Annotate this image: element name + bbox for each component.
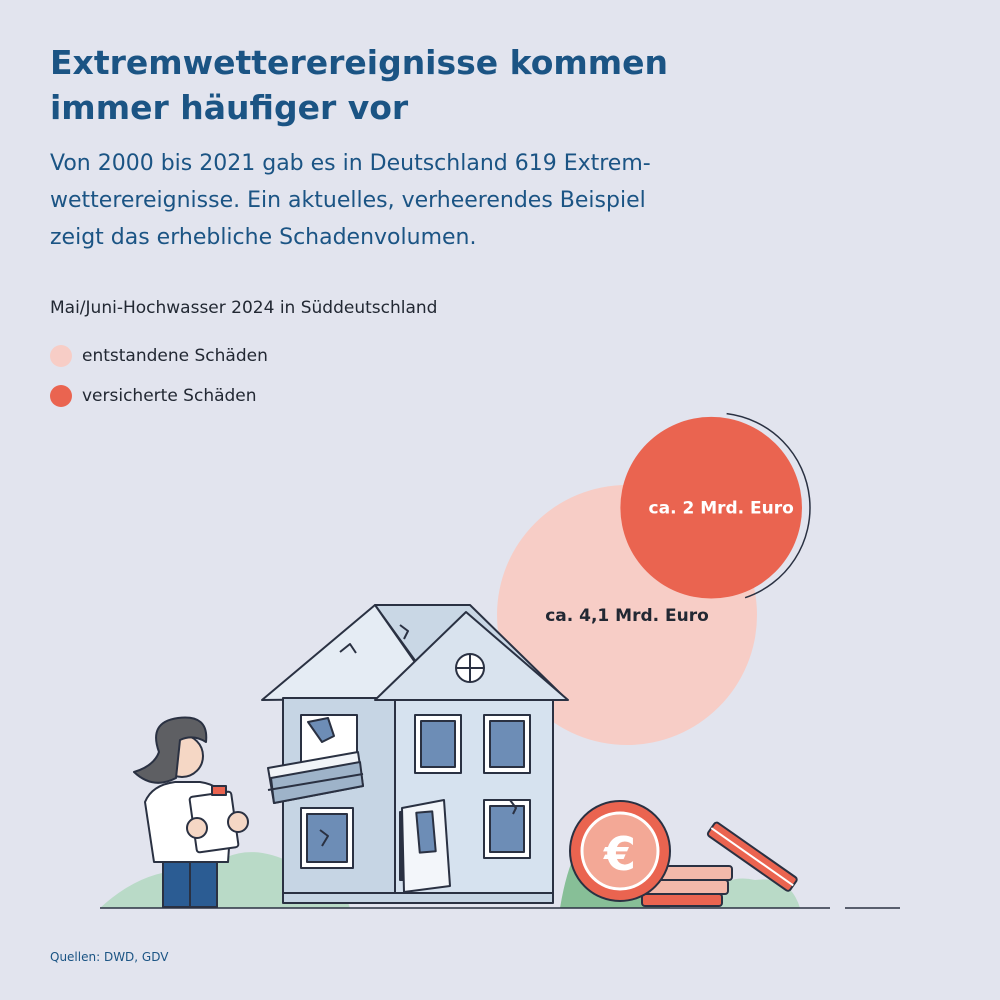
legend-item-total-damage: entstandene Schäden (50, 345, 268, 367)
legend-item-insured-damage: versicherte Schäden (50, 385, 268, 407)
legend-swatch-insured-damage (50, 385, 72, 407)
data-label-total-damage: ca. 4,1 Mrd. Euro (545, 606, 709, 626)
legend-label-total-damage: entstandene Schäden (82, 346, 268, 366)
bubble-outline-insured-damage (726, 412, 811, 599)
page-title: Extremwetterereignisse kommen immer häuf… (50, 40, 950, 130)
inspector-illustration (133, 716, 249, 908)
chart-title: Mai/Juni-Hochwasser 2024 in Süddeutschla… (50, 298, 438, 318)
subtitle-line-1: Von 2000 bis 2021 gab es in Deutschland … (50, 151, 651, 176)
page-subtitle: Von 2000 bis 2021 gab es in Deutschland … (50, 145, 950, 256)
bubble-layer: ca. 4,1 Mrd. Euro ca. 2 Mrd. Euro (497, 412, 811, 745)
data-label-insured-damage: ca. 2 Mrd. Euro (649, 499, 794, 519)
house-illustration (261, 604, 569, 904)
bubble-insured-damage (620, 416, 802, 599)
svg-text:€: € (603, 827, 636, 881)
title-line-1: Extremwetterereignisse kommen (50, 43, 669, 82)
legend-swatch-total-damage (50, 345, 72, 367)
source-note: Quellen: DWD, GDV (50, 950, 169, 964)
euro-coin-icon: € (569, 800, 798, 907)
title-line-2: immer häufiger vor (50, 88, 409, 127)
subtitle-line-3: zeigt das erhebliche Schadenvolumen. (50, 225, 477, 250)
legend-label-insured-damage: versicherte Schäden (82, 386, 257, 406)
subtitle-line-2: wetterereignisse. Ein aktuelles, verheer… (50, 188, 646, 213)
legend: entstandene Schäden versicherte Schäden (50, 345, 268, 425)
